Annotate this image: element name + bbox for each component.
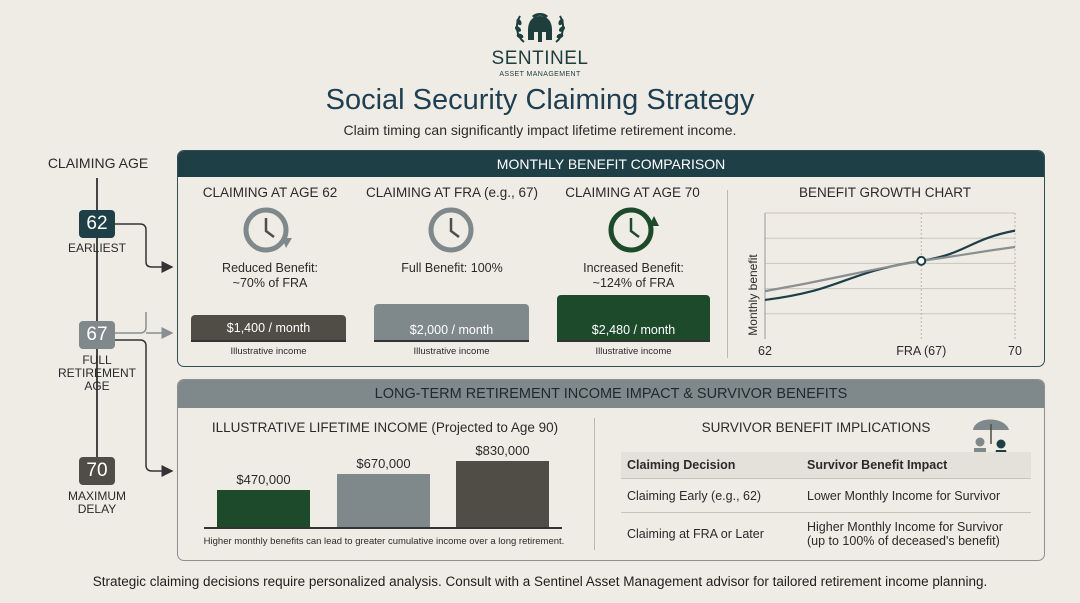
col-62-benefit: Reduced Benefit: ~70% of FRA [222, 261, 318, 290]
clock-arrow-green-icon [608, 207, 659, 253]
age-67-box: 67 [79, 321, 115, 349]
timeline-connectors [115, 223, 180, 477]
table-header-decision: Claiming Decision [621, 452, 801, 479]
spartan-helmet-laurel-icon [514, 13, 566, 43]
chart-x-tick-label: 70 [1008, 344, 1022, 358]
page-title: Social Security Claiming Strategy [325, 84, 755, 116]
clock-arrow-icon [243, 207, 292, 253]
lifetime-income-title: ILLUSTRATIVE LIFETIME INCOME (Projected … [211, 420, 559, 435]
age-62-box: 62 [79, 210, 115, 238]
lifetime-note: Higher monthly benefits can lead to grea… [203, 536, 565, 547]
timeline-line [96, 178, 98, 460]
claiming-age-heading: CLAIMING AGE [47, 155, 149, 171]
chart-fra-marker [916, 255, 927, 266]
age-70-label: MAXIMUM DELAY [68, 489, 126, 516]
comparison-divider [727, 190, 728, 358]
table-row: Claiming at FRA or Later Higher Monthly … [621, 513, 1031, 556]
brand-subtitle: ASSET MANAGEMENT [499, 71, 581, 78]
lifetime-bar-label: $830,000 [475, 443, 530, 458]
lifetime-bar [456, 461, 549, 527]
table-cell: Lower Monthly Income for Survivor [801, 478, 1031, 513]
col-62-note: Illustrative income [230, 346, 307, 357]
col-fra-benefit: Full Benefit: 100% [401, 261, 503, 275]
age-62-label: EARLIEST [67, 241, 127, 255]
col-62-amount-bar: $1,400 / month [191, 315, 346, 340]
chart-grid [764, 212, 1016, 339]
chart-series-line [764, 245, 1016, 293]
lifetime-bar [217, 490, 310, 527]
clock-icon [428, 207, 474, 253]
longterm-divider [594, 418, 595, 550]
brand-name: SENTINEL [491, 48, 589, 69]
lifetime-bar-label: $470,000 [236, 472, 291, 487]
table-row: Claiming Early (e.g., 62) Lower Monthly … [621, 478, 1031, 513]
benefit-growth-chart: Monthly benefit 62 FRA (67) 70 [746, 212, 1022, 358]
longterm-panel: LONG-TERM RETIREMENT INCOME IMPACT & SUR… [177, 379, 1045, 561]
col-fra-baseline [374, 340, 529, 342]
lifetime-bar [337, 474, 430, 527]
chart-x-ticks: 62 FRA (67) 70 [758, 344, 1022, 358]
lifetime-bar-label: $670,000 [356, 456, 411, 471]
survivor-table: Claiming Decision Survivor Benefit Impac… [621, 452, 1041, 555]
table-cell: Claiming at FRA or Later [627, 527, 764, 541]
chart-ylabel: Monthly benefit [746, 254, 760, 336]
col-fra-note: Illustrative income [413, 346, 490, 357]
survivor-title: SURVIVOR BENEFIT IMPLICATIONS [701, 420, 931, 435]
page-subtitle: Claim timing can significantly impact li… [343, 122, 737, 138]
col-62-title: CLAIMING AT AGE 62 [202, 185, 338, 200]
chart-series [764, 229, 1016, 302]
col-70-note: Illustrative income [595, 346, 672, 357]
col-62-baseline [191, 340, 346, 342]
monthly-benefit-heading: MONTHLY BENEFIT COMPARISON [178, 151, 1044, 177]
footer-disclaimer: Strategic claiming decisions require per… [92, 574, 988, 589]
age-70-box: 70 [79, 457, 115, 485]
chart-x-tick-label: 62 [758, 344, 772, 358]
table-cell: Higher Monthly Income for Survivor (up t… [807, 520, 1003, 548]
chart-title: BENEFIT GROWTH CHART [798, 185, 971, 200]
longterm-heading: LONG-TERM RETIREMENT INCOME IMPACT & SUR… [178, 380, 1044, 408]
chart-x-tick-label: FRA (67) [896, 344, 946, 358]
col-70-baseline [557, 340, 710, 342]
lifetime-baseline [204, 527, 562, 529]
chart-series-line [764, 229, 1016, 302]
col-fra-amount-bar: $2,000 / month [374, 304, 529, 340]
col-70-title: CLAIMING AT AGE 70 [565, 185, 700, 200]
table-header-impact: Survivor Benefit Impact [801, 452, 1031, 479]
col-fra-title: CLAIMING AT FRA (e.g., 67) [365, 185, 539, 200]
brand-logo: SENTINEL ASSET MANAGEMENT [470, 12, 610, 82]
col-70-benefit: Increased Benefit: ~124% of FRA [583, 261, 684, 290]
col-70-amount-bar: $2,480 / month [557, 295, 710, 340]
table-cell: Claiming Early (e.g., 62) [621, 478, 801, 513]
age-67-label: FULL RETIREMENT AGE [58, 353, 136, 393]
